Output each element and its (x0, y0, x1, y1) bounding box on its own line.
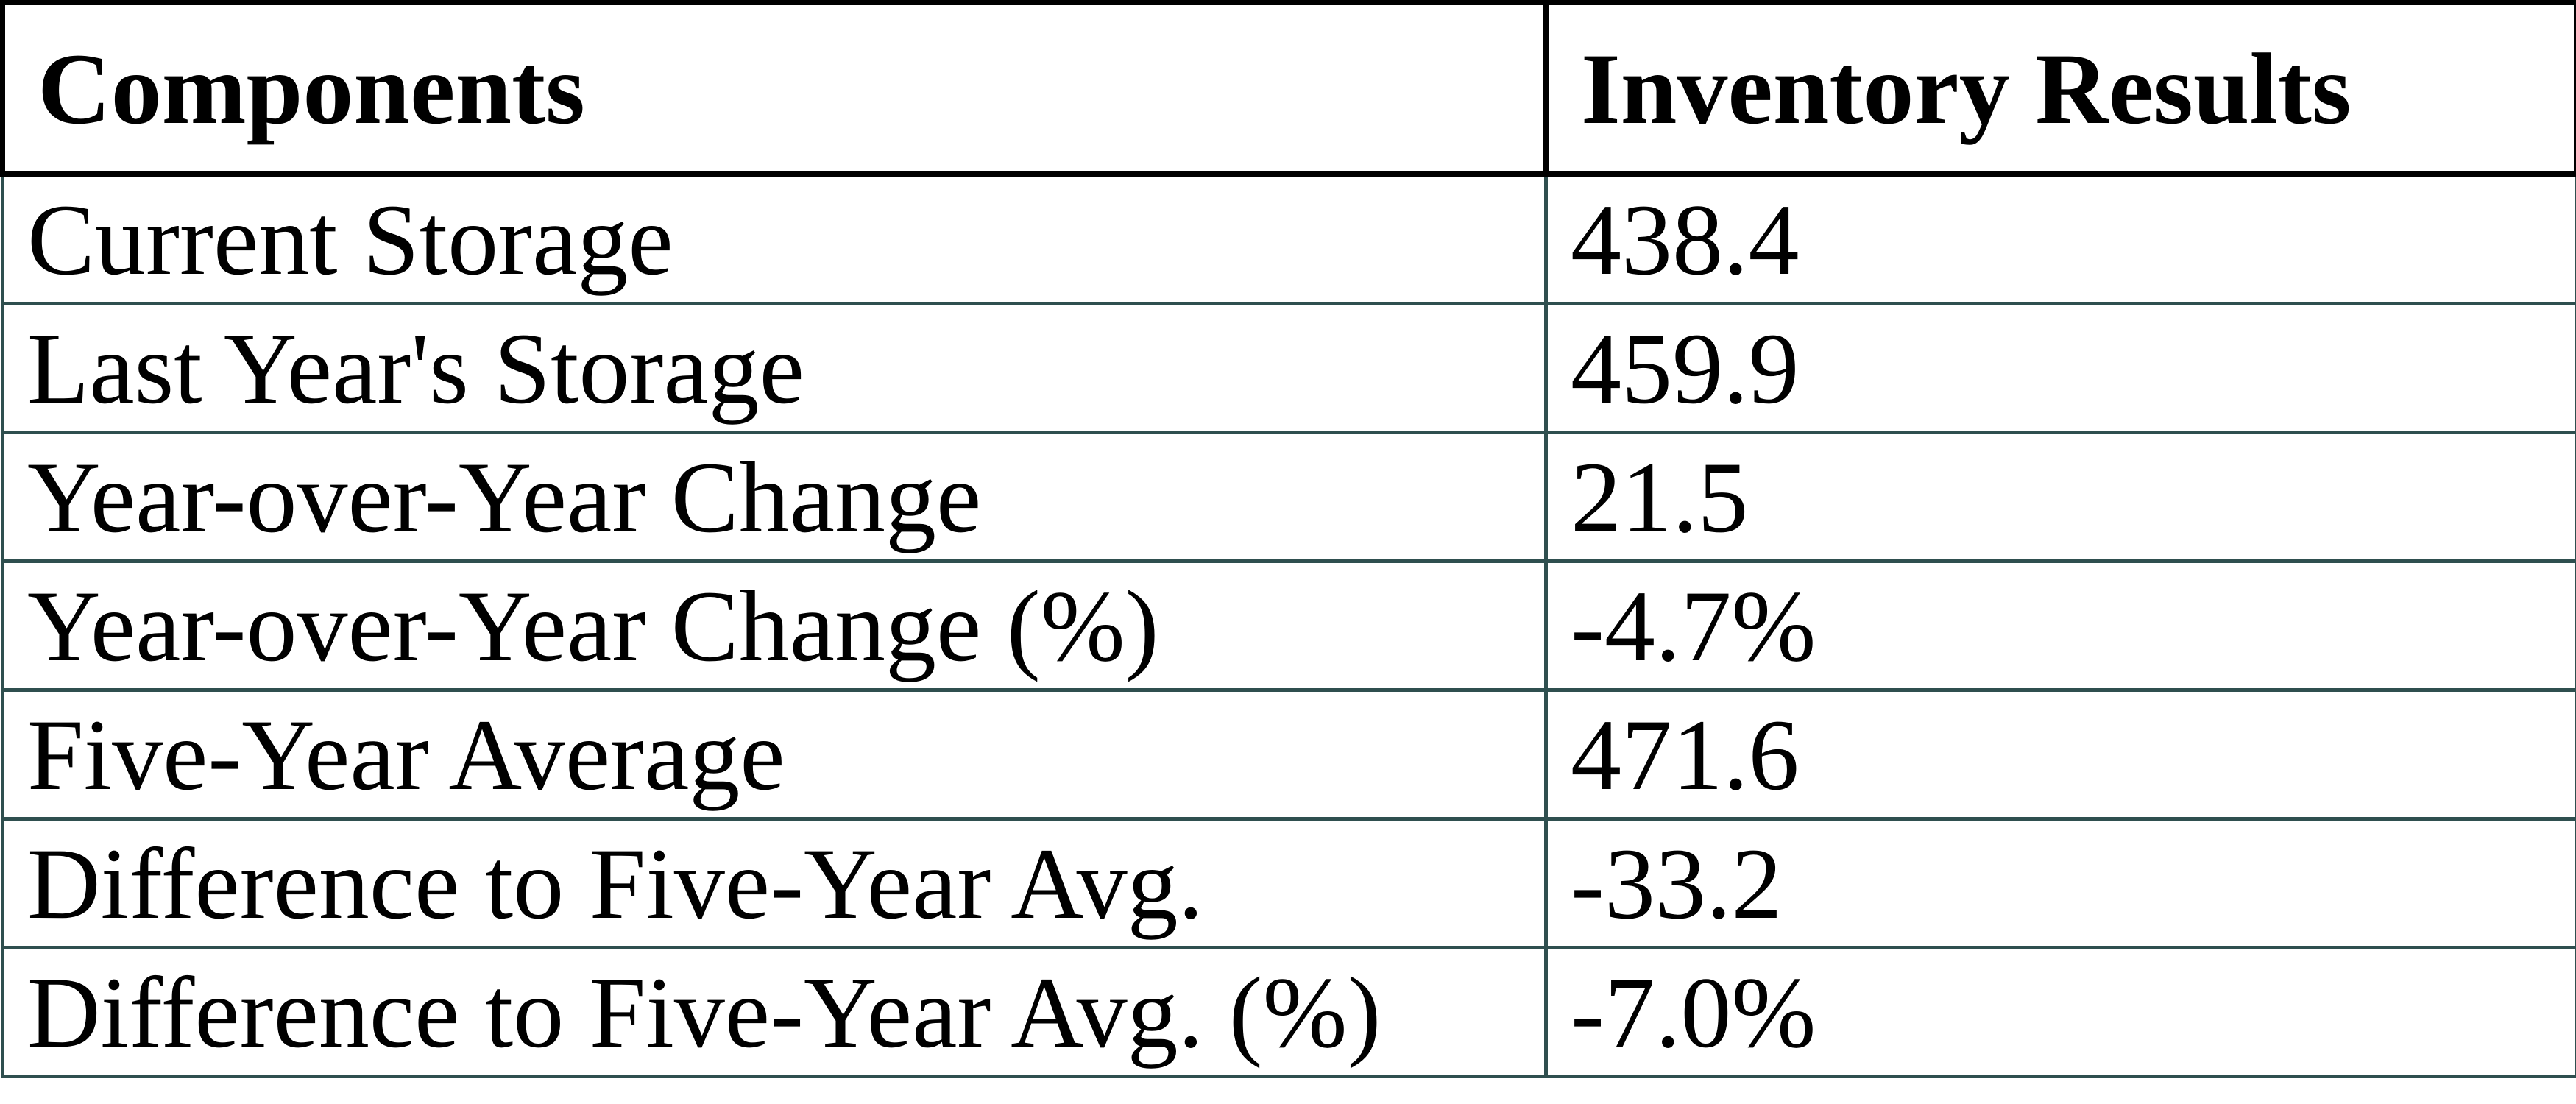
value-cell: 471.6 (1544, 688, 2576, 821)
table-row: Difference to Five-Year Avg. (%) -7.0% (1, 946, 2576, 1078)
column-header-components: Components (0, 0, 1549, 177)
value-cell: -33.2 (1544, 817, 2576, 949)
value-cell: -4.7% (1544, 559, 2576, 692)
table-row: Difference to Five-Year Avg. -33.2 (1, 817, 2576, 949)
value-cell: -7.0% (1544, 946, 2576, 1078)
header-row: Components Inventory Results (0, 0, 2576, 177)
component-cell: Current Storage (1, 172, 1548, 305)
component-cell: Last Year's Storage (1, 302, 1548, 434)
table-row: Five-Year Average 471.6 (1, 688, 2576, 821)
table-header: Components Inventory Results (0, 0, 2576, 177)
component-cell: Difference to Five-Year Avg. (%) (1, 946, 1548, 1078)
value-cell: 438.4 (1544, 172, 2576, 305)
table-row: Year-over-Year Change (%) -4.7% (1, 559, 2576, 692)
table-row: Current Storage 438.4 (1, 172, 2576, 305)
component-cell: Difference to Five-Year Avg. (1, 817, 1548, 949)
inventory-results-table: Components Inventory Results Current Sto… (0, 0, 2576, 1078)
table-body: Current Storage 438.4 Last Year's Storag… (1, 172, 2576, 1078)
table-row: Year-over-Year Change 21.5 (1, 431, 2576, 563)
table-row: Last Year's Storage 459.9 (1, 302, 2576, 434)
component-cell: Year-over-Year Change (%) (1, 559, 1548, 692)
component-cell: Five-Year Average (1, 688, 1548, 821)
component-cell: Year-over-Year Change (1, 431, 1548, 563)
column-header-inventory-results: Inventory Results (1543, 0, 2576, 177)
value-cell: 459.9 (1544, 302, 2576, 434)
value-cell: 21.5 (1544, 431, 2576, 563)
